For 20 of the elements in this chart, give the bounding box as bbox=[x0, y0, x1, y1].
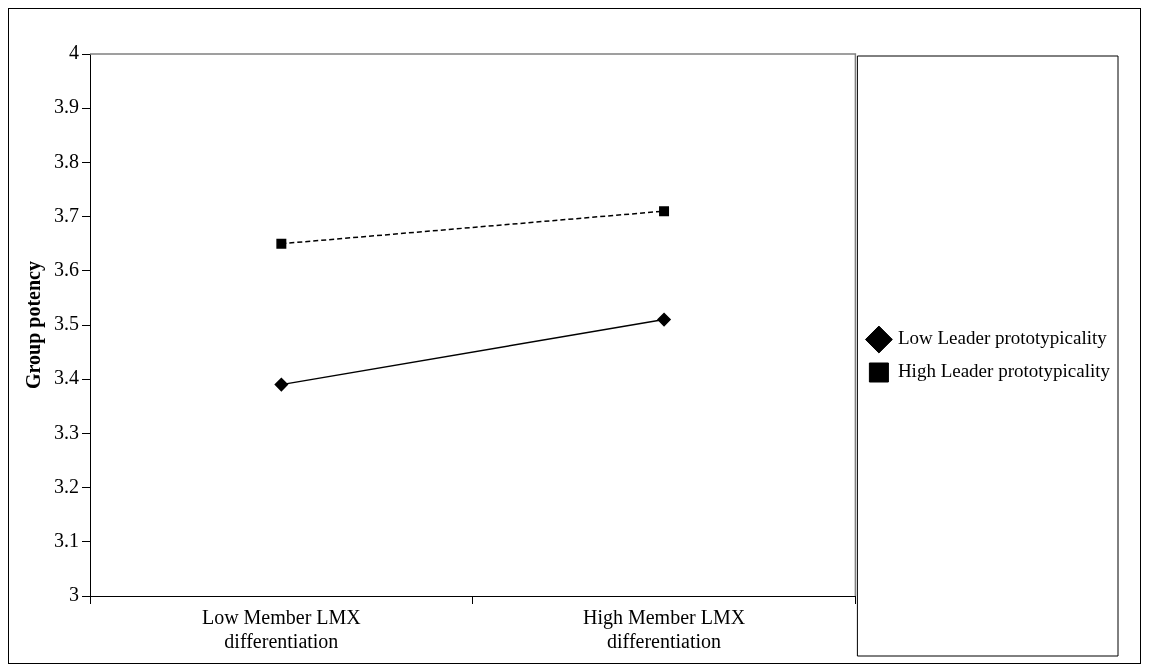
y-tick-label: 3.6 bbox=[54, 258, 79, 281]
y-tick-label: 3.2 bbox=[54, 474, 79, 497]
y-tick-label: 3.4 bbox=[54, 366, 79, 389]
legend-label: Low Leader prototypicality bbox=[897, 327, 1108, 349]
y-tick-label: 3.5 bbox=[54, 312, 79, 335]
point bbox=[276, 238, 287, 249]
point bbox=[274, 377, 289, 392]
y-tick-label: 3.7 bbox=[54, 203, 79, 226]
point bbox=[657, 312, 671, 327]
y-tick-label: 4 bbox=[69, 41, 79, 64]
y-tick-label: 3.1 bbox=[54, 529, 79, 552]
y-tick-label: 3 bbox=[69, 583, 79, 606]
x-tick-label: High Member LMX differentiation bbox=[582, 606, 746, 653]
y-tick-label: 3.8 bbox=[54, 149, 79, 172]
y-tick-label: 3.3 bbox=[54, 420, 79, 443]
point bbox=[659, 206, 670, 217]
y-tick-label: 3.9 bbox=[54, 95, 79, 118]
y-axis-title: Group potency bbox=[22, 261, 46, 389]
x-tick-label: Low Member LMX differentiation bbox=[201, 606, 362, 653]
legend-label: High Leader prototypicality bbox=[897, 360, 1111, 382]
